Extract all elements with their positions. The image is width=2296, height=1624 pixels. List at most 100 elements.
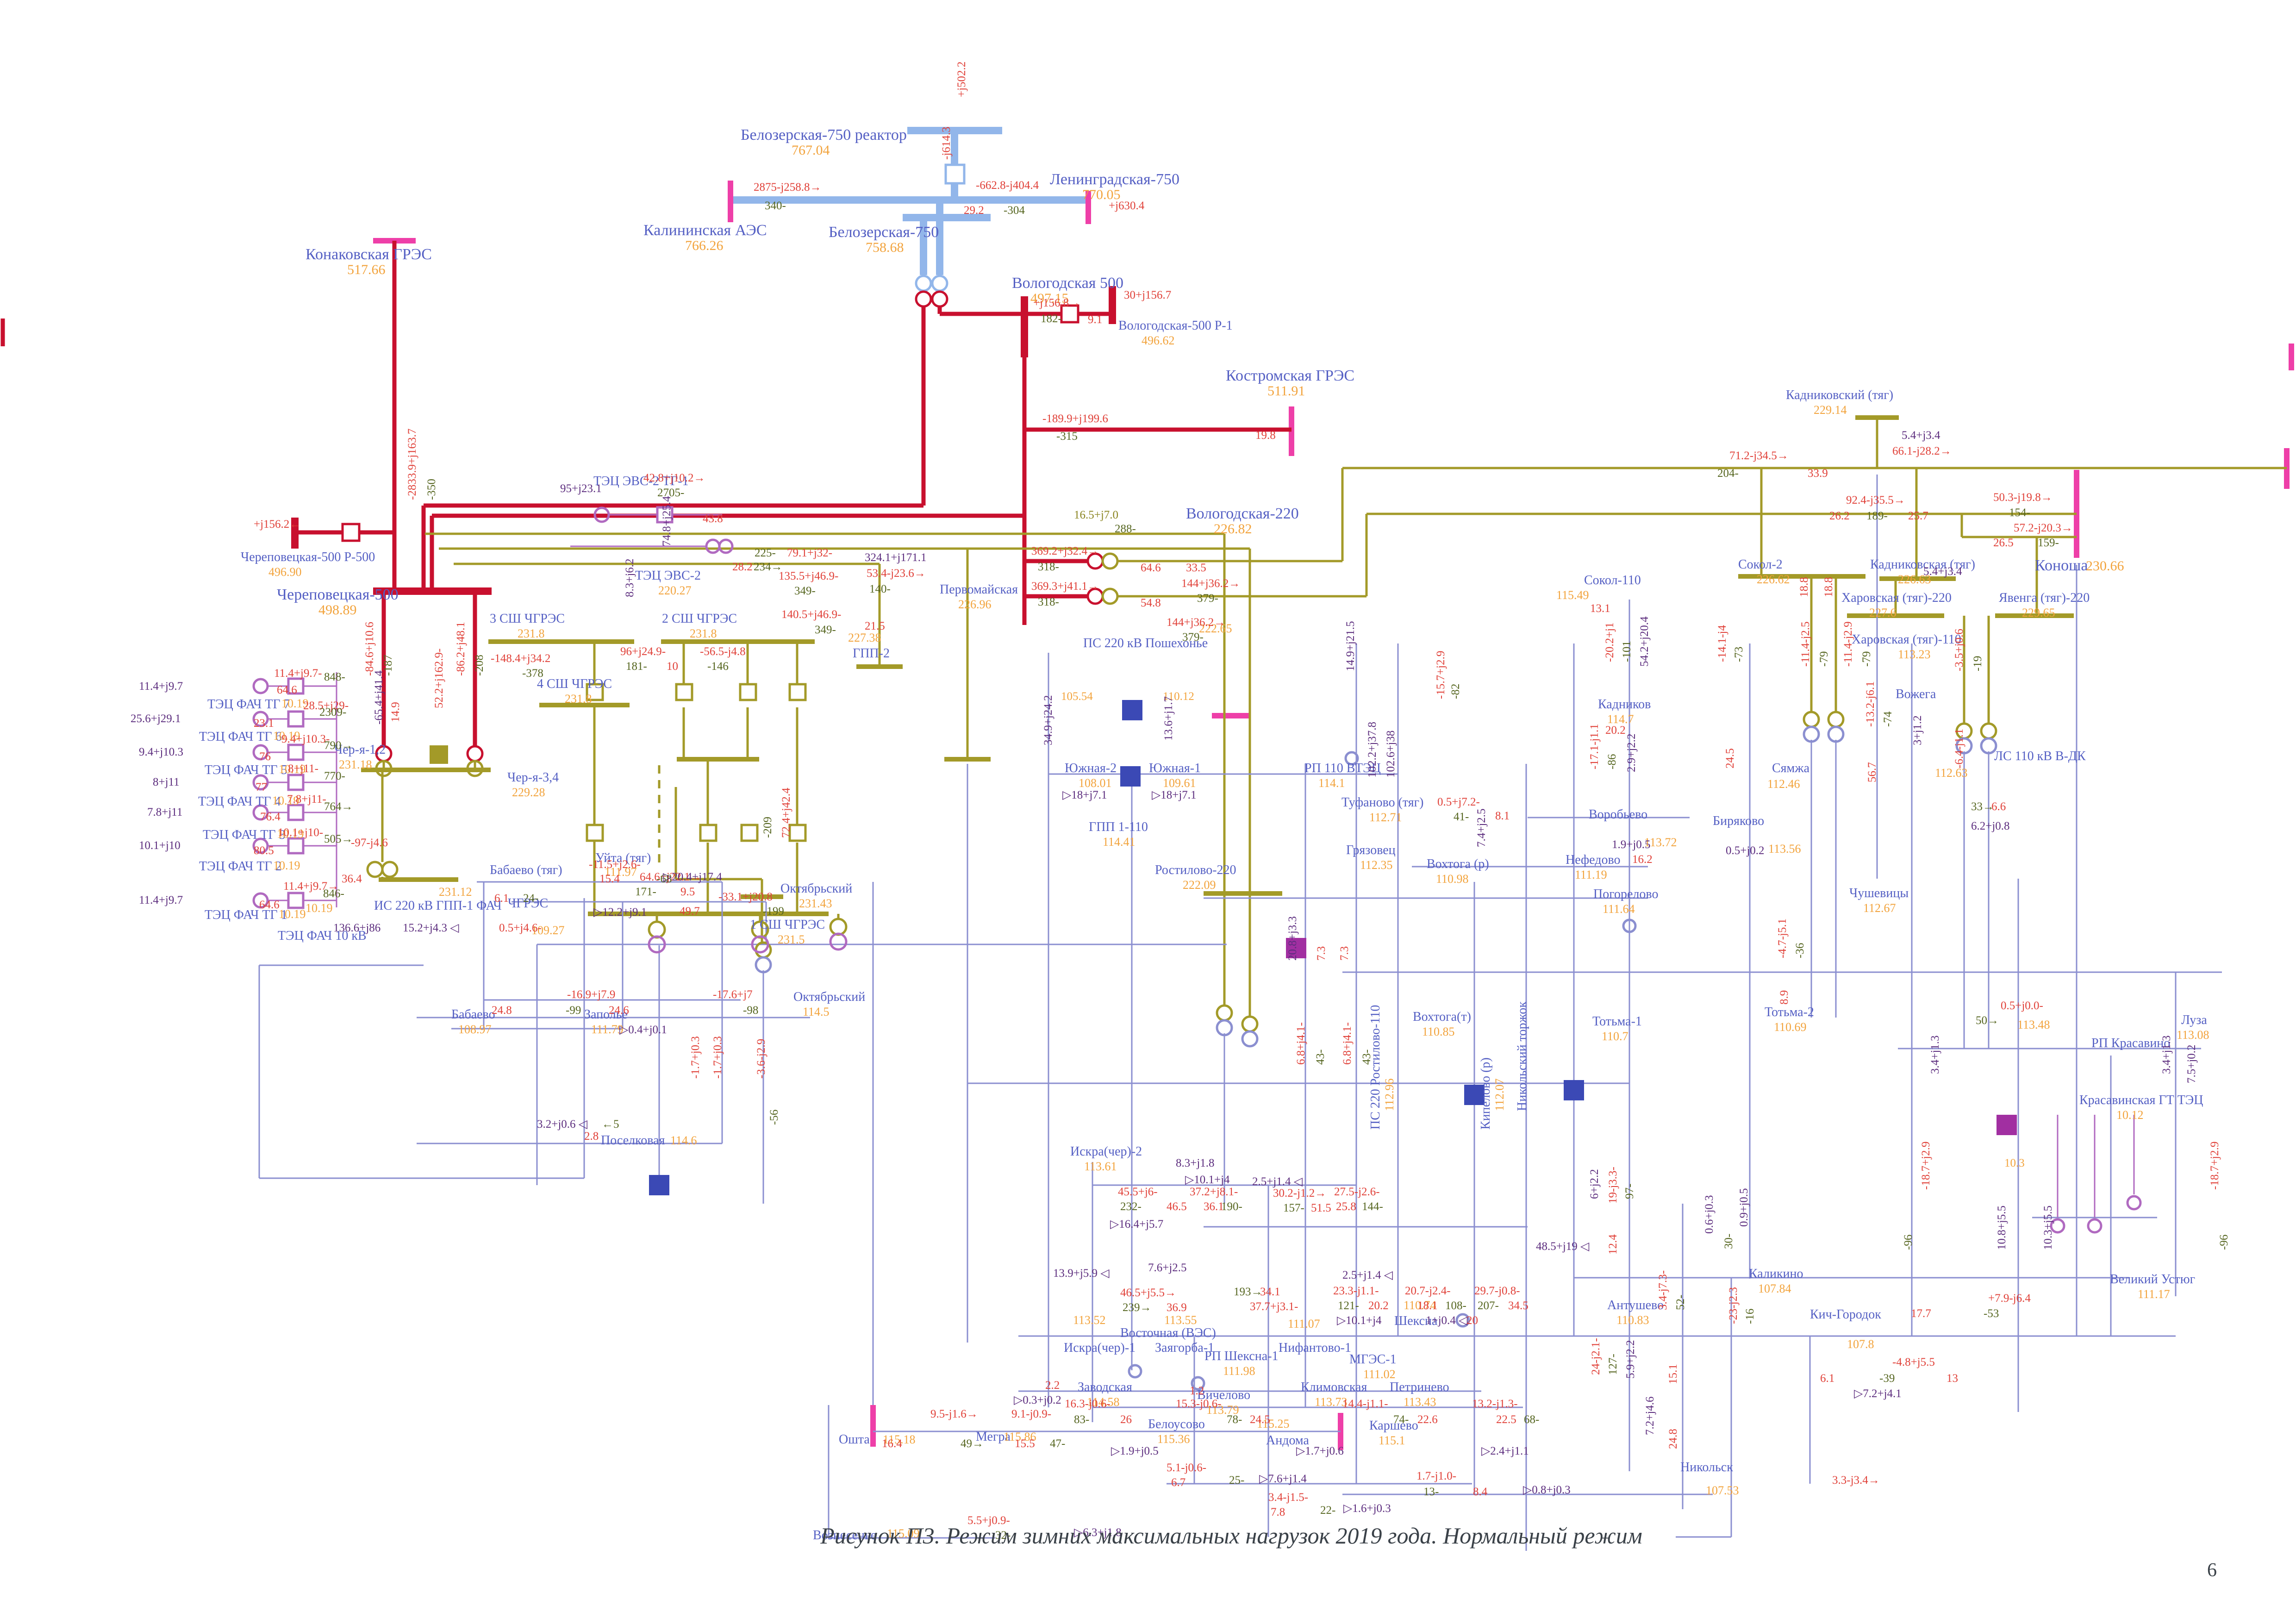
node-label: Бабаево bbox=[451, 1007, 495, 1022]
breaker-icon bbox=[740, 824, 759, 842]
flow-label: 5.9+j2.2 bbox=[1624, 1340, 1637, 1379]
node-label: Южная-2 bbox=[1065, 761, 1117, 775]
flow-label: 72.4+j42.4 bbox=[780, 787, 792, 838]
node-value: 10.19 bbox=[279, 907, 306, 921]
transformer-generator-icon bbox=[705, 538, 721, 554]
flow-label: ▷1.6+j0.3 bbox=[1343, 1502, 1391, 1515]
node-value: 108.01 bbox=[1079, 776, 1112, 790]
flow-label: -101 bbox=[1621, 641, 1633, 662]
flow-label: 102.2+j37.8 bbox=[1366, 722, 1379, 778]
node-value: 231.12 bbox=[439, 885, 472, 899]
flow-label: 11.4+j9.7- bbox=[274, 667, 322, 680]
node-value: 10.19 bbox=[279, 762, 306, 776]
flow-label: 379- bbox=[1197, 592, 1218, 605]
node-label: ГПП-2 bbox=[853, 646, 890, 661]
transformer-generator-icon bbox=[2126, 1195, 2142, 1211]
flow-label: 45.5+j6- bbox=[1118, 1186, 1158, 1198]
flow-label: 25.6+j29.1 bbox=[131, 712, 181, 725]
node-label: Вологодская-500 Р-1 bbox=[1118, 319, 1233, 333]
node-label: Луза bbox=[2181, 1013, 2207, 1027]
node-value: 115.49 bbox=[1556, 588, 1589, 602]
flow-label: 34.1 bbox=[1260, 1286, 1280, 1298]
flow-label: 102.6+j38 bbox=[1385, 731, 1397, 778]
flow-label: 34.5 bbox=[1508, 1299, 1529, 1312]
flow-label: 16.4 bbox=[882, 1437, 902, 1450]
node-value: 10.19 bbox=[273, 729, 300, 743]
flow-label: ▷18+j7.1 bbox=[1152, 789, 1197, 801]
node-label: Ошта bbox=[839, 1432, 870, 1447]
flow-label: 9.1 bbox=[1088, 313, 1102, 326]
node-label: Коноша bbox=[2035, 557, 2088, 574]
flow-label: 22- bbox=[1320, 1504, 1335, 1517]
flow-label: 52.2+j162.9- bbox=[433, 649, 445, 708]
flow-label: 108- bbox=[1445, 1299, 1466, 1312]
node-label: ПС 220 Ростилово-110 bbox=[1368, 1005, 1383, 1130]
node-value: 114.5 bbox=[803, 1005, 830, 1018]
node-label: Кадников bbox=[1598, 697, 1651, 712]
flow-label: 369.2+j32.4→ bbox=[1031, 545, 1099, 557]
flow-label: 5.5+j0.9- bbox=[967, 1514, 1010, 1527]
flow-label: -17.1-j1.1 bbox=[1588, 724, 1601, 769]
transformer-generator-icon bbox=[1803, 711, 1820, 728]
node-label: 3 СШ ЧГРЭС bbox=[490, 612, 565, 626]
flow-label: 76.4 bbox=[260, 811, 281, 823]
node-value: 770.05 bbox=[1082, 187, 1121, 202]
flow-label: 97- bbox=[1623, 1184, 1636, 1199]
flow-label: ←5 bbox=[602, 1118, 619, 1131]
flow-label: 96+j24.9- bbox=[620, 645, 666, 658]
flow-label: 8.1 bbox=[1495, 810, 1510, 822]
page-number: 6 bbox=[2207, 1560, 2217, 1581]
flow-label: -73 bbox=[1733, 647, 1745, 662]
flow-label: 49→ bbox=[961, 1437, 984, 1450]
node-value: 10.19 bbox=[273, 859, 300, 872]
flow-label: 57.2-j20.3→ bbox=[2014, 522, 2073, 534]
flow-label: 7.5+j0.2 bbox=[2185, 1044, 2198, 1083]
node-label: 1 СШ ЧГРЭС bbox=[750, 918, 825, 932]
flow-label: 121- bbox=[1338, 1299, 1359, 1312]
node-label: Антушево bbox=[1607, 1298, 1664, 1312]
flow-label: 770- bbox=[324, 770, 345, 782]
flow-label: 7.8 bbox=[1271, 1506, 1285, 1518]
flow-label: -97-j4.6 bbox=[351, 837, 388, 849]
transformer-generator-icon bbox=[829, 918, 848, 936]
flow-label: -315 bbox=[1056, 430, 1078, 443]
node-label: Вознесенье bbox=[813, 1528, 876, 1543]
flow-label: 2.5+j1.4 ◁ bbox=[1342, 1269, 1393, 1281]
flow-label: 8+j11- bbox=[288, 762, 318, 775]
node-value: 220.27 bbox=[658, 584, 692, 597]
node-label: Калининская АЭС bbox=[643, 222, 767, 239]
flow-label: 92.4-j35.5→ bbox=[1846, 494, 1905, 506]
node-label: Череповецкая-500 Р-500 bbox=[241, 550, 375, 564]
node-value: 112.46 bbox=[1767, 777, 1800, 791]
node-value: 226.63 bbox=[1898, 573, 1931, 586]
node-value: 113.52 bbox=[1073, 1313, 1106, 1327]
node-label: Заполье bbox=[584, 1007, 628, 1022]
node-label: МГЭС-1 bbox=[1349, 1352, 1397, 1367]
flow-label: 8.3+j6.2 bbox=[624, 558, 636, 597]
flow-label: 37.2+j8.1- bbox=[1190, 1186, 1238, 1198]
flow-label: 10.1+j10 bbox=[139, 839, 181, 852]
flow-label: 846- bbox=[323, 887, 344, 900]
node-value: 111.98 bbox=[1223, 1364, 1255, 1378]
flow-label: 54.8 bbox=[1141, 597, 1161, 609]
node-label: ТЭЦ ФАЧ ТГ 1 bbox=[205, 908, 287, 922]
transformer-generator-icon bbox=[1955, 737, 1973, 755]
node-label: Заводская bbox=[1078, 1380, 1132, 1394]
flow-label: 379- bbox=[1182, 631, 1204, 643]
flow-label: 10.3+j5.5 bbox=[2042, 1206, 2054, 1250]
transformer-generator-icon bbox=[252, 837, 269, 854]
flow-label: 13- bbox=[1423, 1486, 1439, 1498]
flow-label: 13.2-j1.3- bbox=[1472, 1398, 1518, 1410]
node-label: РП Шексна-1 bbox=[1204, 1349, 1279, 1363]
breaker-icon bbox=[287, 837, 305, 855]
flow-label: 6.6 bbox=[1991, 800, 2006, 813]
flow-label: -19 bbox=[1972, 656, 1984, 671]
flow-label: 47- bbox=[1050, 1437, 1065, 1450]
flow-label: 848- bbox=[324, 671, 345, 683]
node-value: 107.8 bbox=[1847, 1337, 1874, 1351]
flow-label: 46.5+j5.5→ bbox=[1120, 1287, 1176, 1299]
flow-label: 140- bbox=[869, 583, 891, 595]
flow-label: 12.4 bbox=[1607, 1234, 1619, 1255]
